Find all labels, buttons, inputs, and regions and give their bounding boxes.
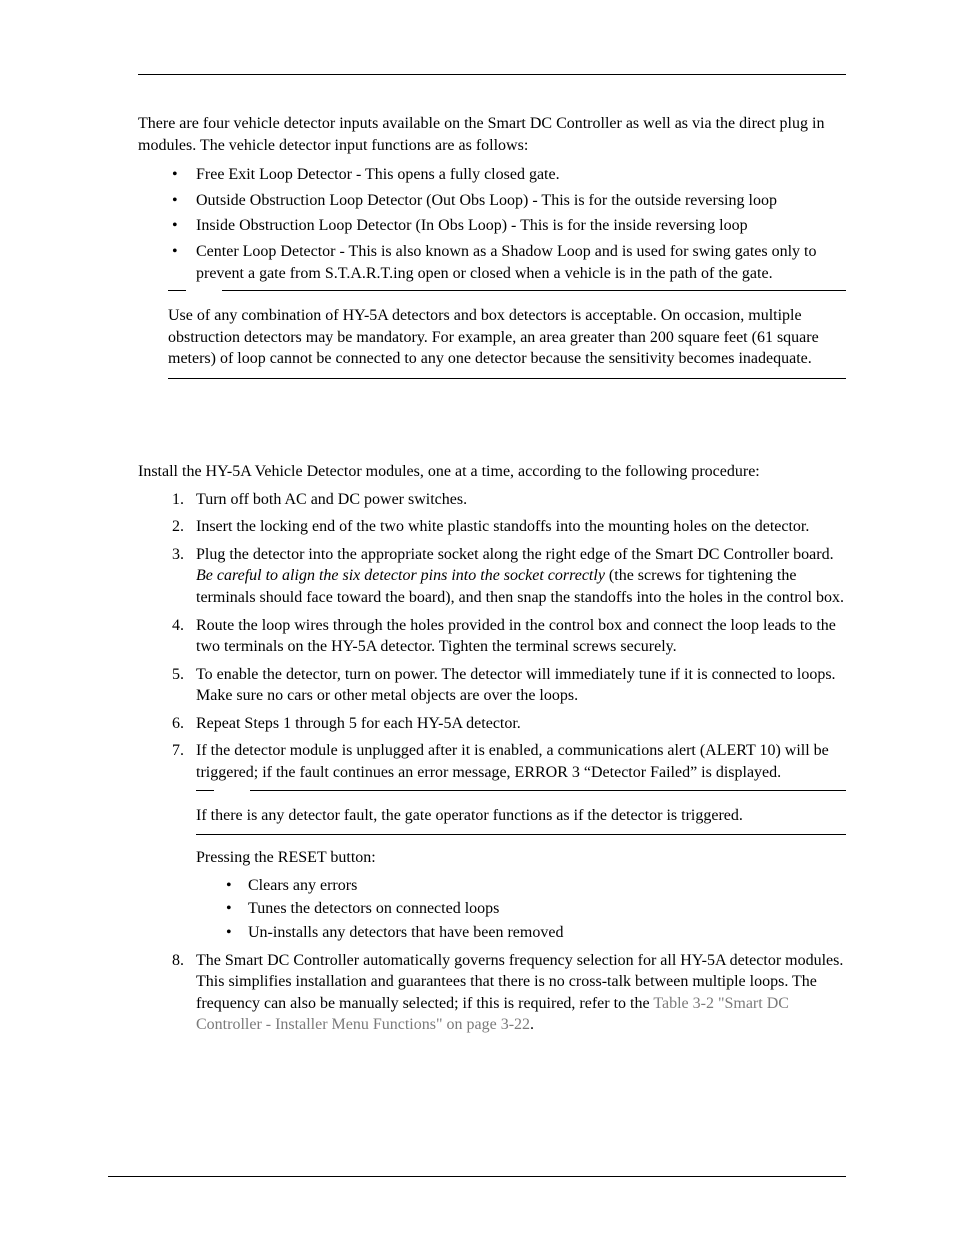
list-item: Outside Obstruction Loop Detector (Out O… [172,190,846,212]
list-item: Un-installs any detectors that have been… [226,922,846,944]
intro-paragraph: There are four vehicle detector inputs a… [138,113,846,156]
note-top-rule [168,294,846,295]
step-item: Insert the locking end of the two white … [172,516,846,538]
document-page: There are four vehicle detector inputs a… [0,0,954,1235]
install-lead: Install the HY-5A Vehicle Detector modul… [138,461,846,483]
list-item: Tunes the detectors on connected loops [226,898,846,920]
step-item: Turn off both AC and DC power switches. [172,489,846,511]
step-item: Route the loop wires through the holes p… [172,615,846,658]
step-item: To enable the detector, turn on power. T… [172,664,846,707]
step-item: Plug the detector into the appropriate s… [172,544,846,609]
reset-lead: Pressing the RESET button: [196,847,846,869]
step-item: The Smart DC Controller automatically go… [172,950,846,1036]
step-item: If the detector module is unplugged afte… [172,740,846,943]
note-block: Use of any combination of HY-5A detector… [168,294,846,379]
step-text: Plug the detector into the appropriate s… [196,546,834,563]
footer-rule [108,1176,846,1177]
step-text: . [530,1016,534,1033]
note-text: If there is any detector fault, the gate… [196,805,846,827]
detector-list: Free Exit Loop Detector - This opens a f… [138,164,846,284]
header-rule [138,74,846,75]
note-bottom-rule [196,834,846,835]
note-block: If there is any detector fault, the gate… [196,794,846,836]
note-top-rule [196,794,846,795]
list-item: Center Loop Detector - This is also know… [172,241,846,284]
list-item: Inside Obstruction Loop Detector (In Obs… [172,215,846,237]
note-text: Use of any combination of HY-5A detector… [168,305,846,370]
step-text: If the detector module is unplugged afte… [196,742,829,781]
reset-list: Clears any errors Tunes the detectors on… [196,875,846,944]
step-item: Repeat Steps 1 through 5 for each HY-5A … [172,713,846,735]
list-item: Free Exit Loop Detector - This opens a f… [172,164,846,186]
note-bottom-rule [168,378,846,379]
reset-block: Pressing the RESET button: Clears any er… [196,847,846,943]
install-steps: Turn off both AC and DC power switches. … [138,489,846,1036]
step-emphasis: Be careful to align the six detector pin… [196,567,605,584]
list-item: Clears any errors [226,875,846,897]
